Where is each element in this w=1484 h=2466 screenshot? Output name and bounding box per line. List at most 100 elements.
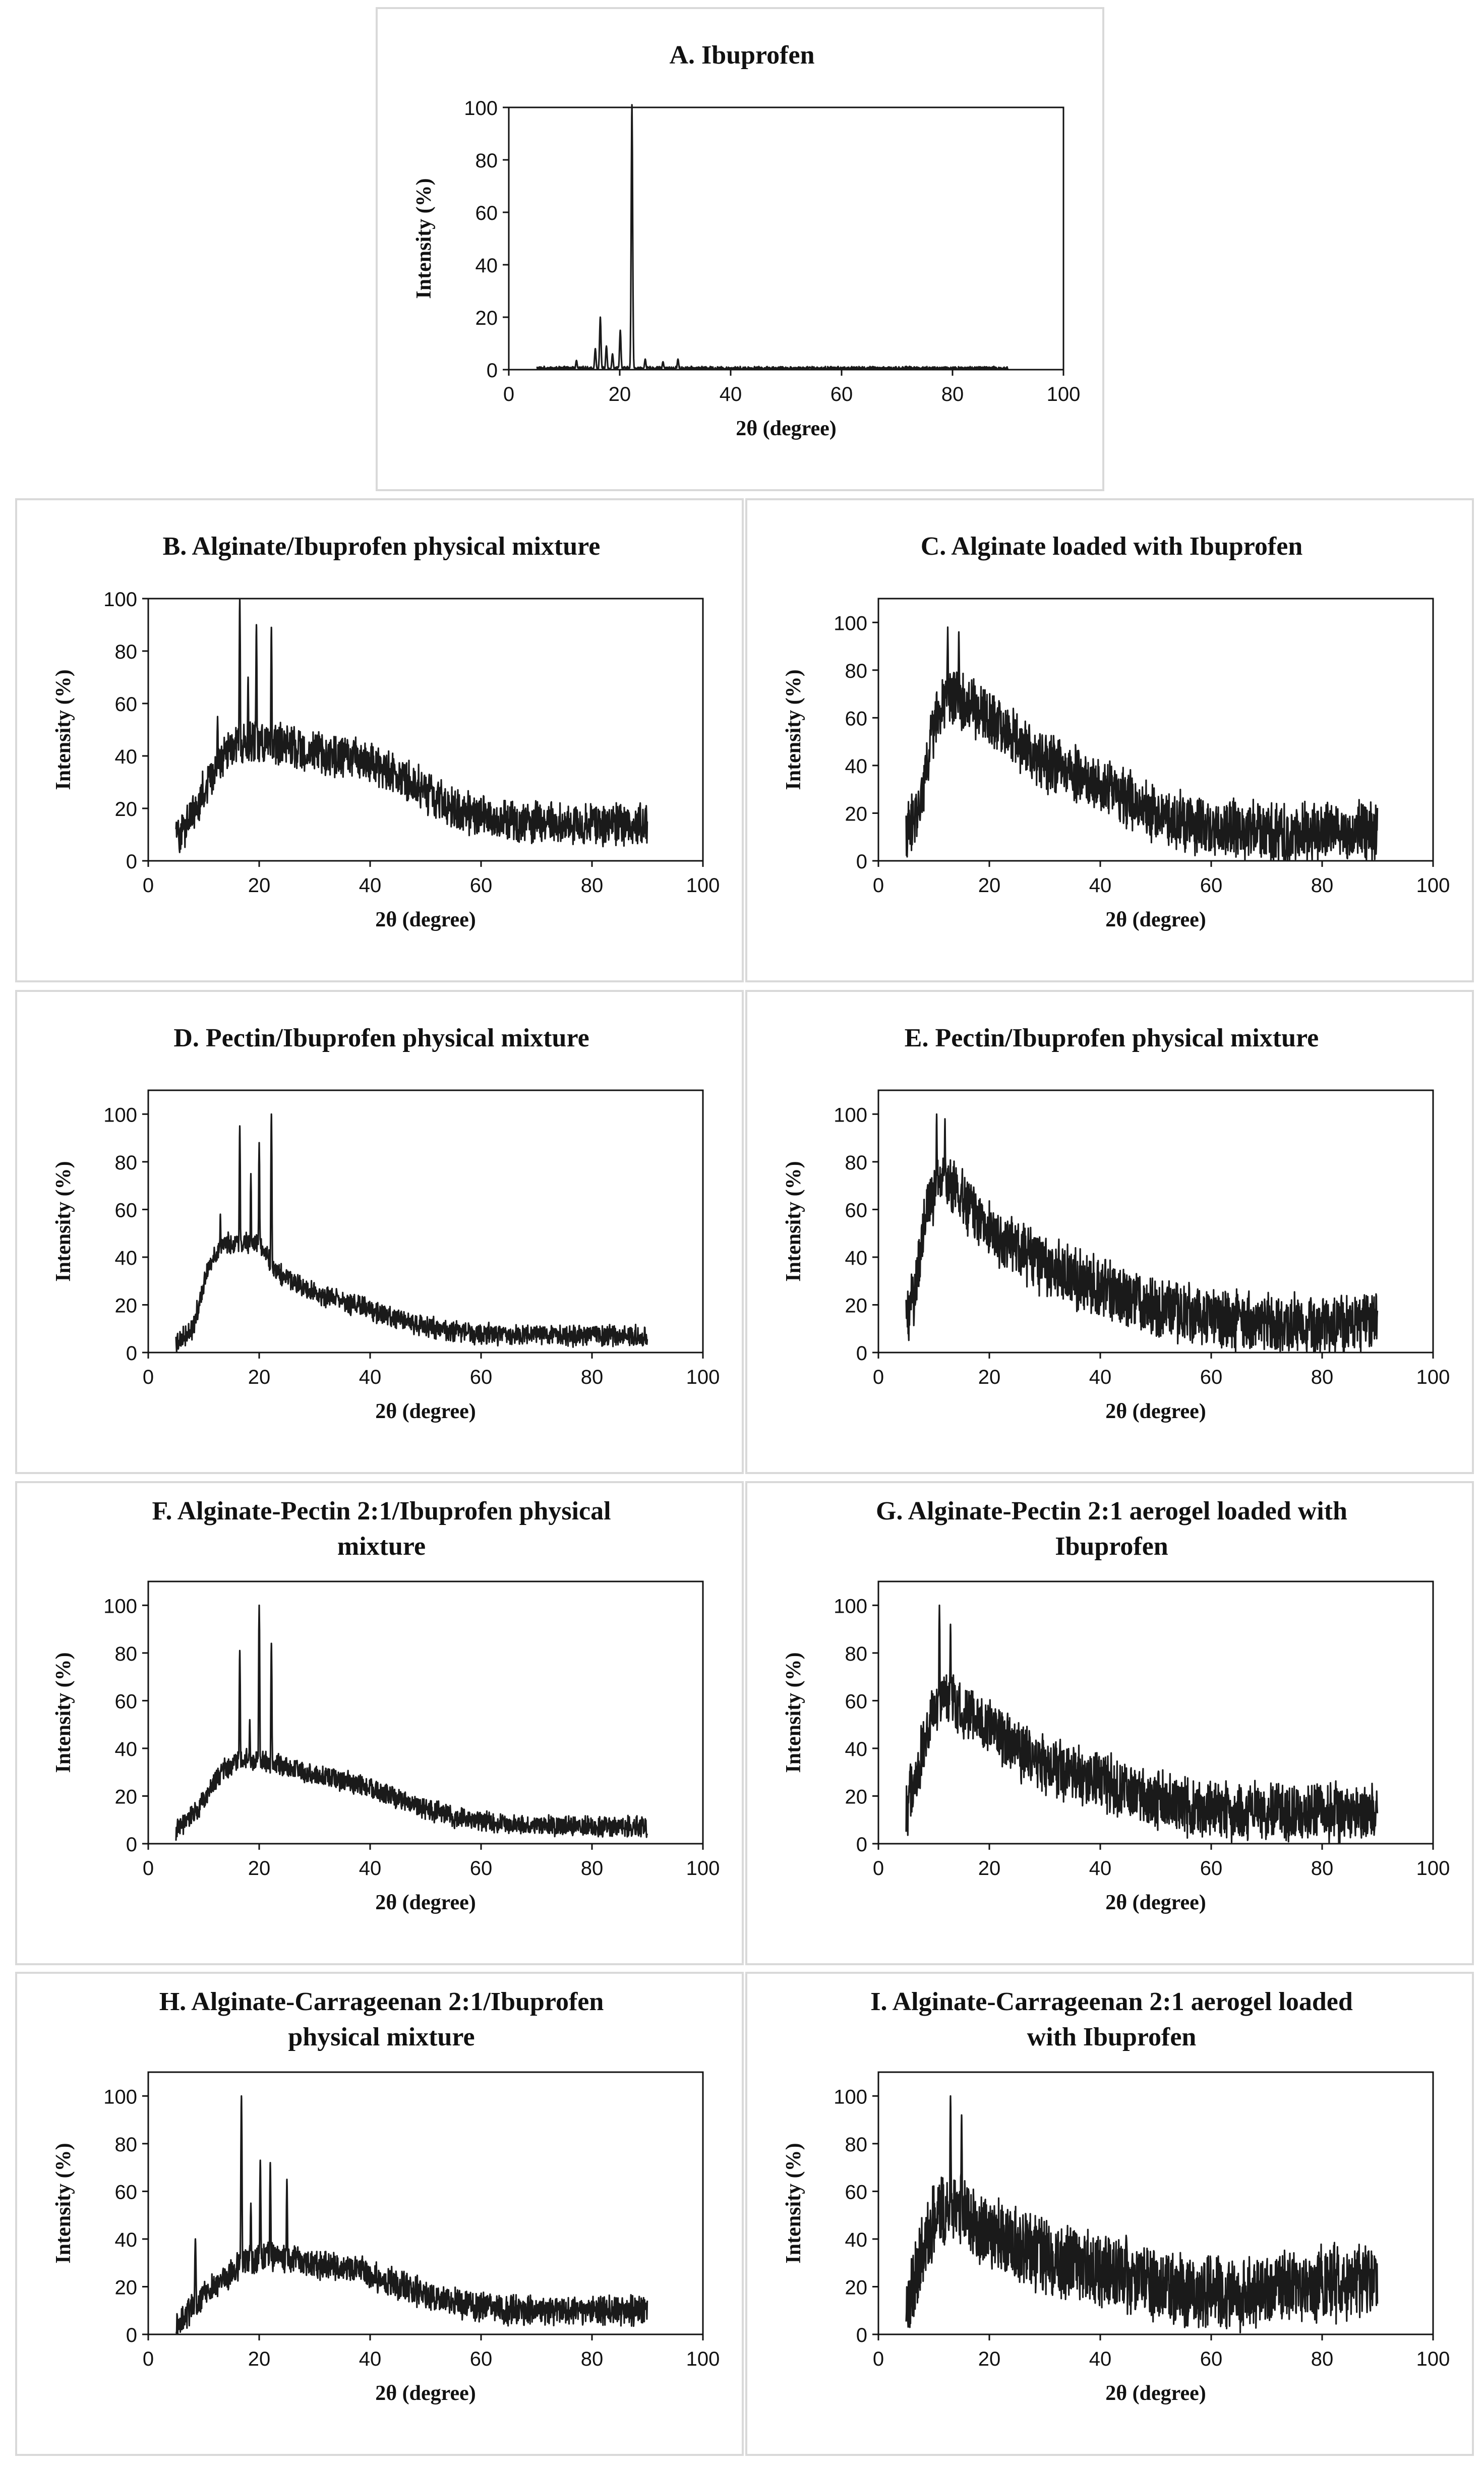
x-tick-label: 20 xyxy=(248,2348,271,2370)
x-tick-label: 40 xyxy=(359,1366,382,1388)
chart-svg-e: E. Pectin/Ibuprofen physical mixture 0 20 4… xyxy=(782,1024,1450,1423)
x-tick-label: 0 xyxy=(503,383,514,405)
y-tick-label: 60 xyxy=(115,2181,138,2203)
x-tick-label: 20 xyxy=(978,1857,1001,1880)
plot-area-frame xyxy=(877,2071,1434,2335)
y-tick-label: 20 xyxy=(845,1786,868,1808)
series-line-b xyxy=(175,598,648,853)
y-tick-label: 100 xyxy=(834,1595,867,1617)
x-tick-label: 40 xyxy=(1089,2348,1112,2370)
x-tick-label: 100 xyxy=(1416,1366,1450,1388)
y-tick-label: 20 xyxy=(115,798,138,820)
x-tick-label: 100 xyxy=(1416,874,1450,897)
y-tick-label: 80 xyxy=(845,1152,868,1174)
y-tick-label: 80 xyxy=(845,2134,868,2156)
y-axis-label: Intensity (%) xyxy=(782,2143,805,2263)
x-tick-label: 100 xyxy=(686,1857,720,1880)
y-tick-label: 20 xyxy=(115,2276,138,2299)
chart-svg-b: B. Alginate/Ibuprofen physical mixture 0 2… xyxy=(52,532,720,931)
x-tick-label: 60 xyxy=(470,2348,493,2370)
x-tick-label: 20 xyxy=(248,874,271,897)
y-tick-label: 40 xyxy=(115,746,138,768)
x-tick-label: 60 xyxy=(470,1366,493,1388)
chart-title-line: E. Pectin/Ibuprofen physical mixture xyxy=(905,1024,1319,1052)
x-tick-label: 60 xyxy=(1200,1857,1223,1880)
x-tick-label: 80 xyxy=(1311,1857,1334,1880)
x-axis-label: 2θ (degree) xyxy=(375,908,476,931)
y-axis-label: Intensity (%) xyxy=(52,669,75,790)
x-axis-label: 2θ (degree) xyxy=(1105,2382,1206,2405)
plot-area-frame xyxy=(877,1580,1434,1845)
y-tick-label: 100 xyxy=(103,589,137,611)
x-tick-label: 60 xyxy=(470,1857,493,1880)
chart-panel-a: A. Ibuprofen 0 20 40 60 80 100 0 20 40 60 80 100 2θ (… xyxy=(376,7,1104,491)
x-tick-label: 0 xyxy=(873,1366,884,1388)
y-axis-label: Intensity (%) xyxy=(412,178,436,299)
x-tick-label: 100 xyxy=(1416,2348,1450,2370)
series-line-e xyxy=(905,1113,1379,1353)
x-tick-label: 80 xyxy=(941,383,964,405)
y-tick-label: 100 xyxy=(464,97,498,120)
x-tick-label: 100 xyxy=(686,1366,720,1388)
y-tick-label: 80 xyxy=(845,660,868,682)
series-line-h xyxy=(175,2095,648,2335)
y-tick-label: 20 xyxy=(115,1295,138,1317)
y-tick-label: 40 xyxy=(115,1247,138,1269)
y-tick-label: 20 xyxy=(845,1295,868,1317)
y-tick-label: 80 xyxy=(476,150,498,172)
series-line-i xyxy=(905,2095,1379,2333)
x-tick-label: 80 xyxy=(581,1857,604,1880)
chart-panel-c: C. Alginate loaded with Ibuprofen 0 20 40 60… xyxy=(745,498,1474,982)
x-axis-label: 2θ (degree) xyxy=(1105,1400,1206,1423)
x-tick-label: 100 xyxy=(686,874,720,897)
x-tick-label: 0 xyxy=(873,874,884,897)
x-tick-label: 80 xyxy=(1311,2348,1334,2370)
x-tick-label: 80 xyxy=(1311,1366,1334,1388)
x-tick-label: 40 xyxy=(359,1857,382,1880)
y-tick-label: 100 xyxy=(103,1595,137,1617)
chart-panel-h: H. Alginate-Carrageenan 2:1/Ibuprofen phy… xyxy=(15,1972,744,2456)
x-tick-label: 80 xyxy=(581,2348,604,2370)
y-tick-label: 100 xyxy=(103,1104,137,1126)
y-tick-label: 80 xyxy=(845,1643,868,1665)
x-tick-label: 20 xyxy=(978,1366,1001,1388)
x-axis-label: 2θ (degree) xyxy=(736,417,837,440)
x-tick-label: 40 xyxy=(359,874,382,897)
x-tick-label: 0 xyxy=(143,2348,154,2370)
x-tick-label: 100 xyxy=(686,2348,720,2370)
y-tick-label: 100 xyxy=(834,2086,867,2108)
y-tick-label: 60 xyxy=(845,1690,868,1713)
x-tick-label: 20 xyxy=(978,2348,1001,2370)
x-tick-label: 20 xyxy=(248,1366,271,1388)
y-tick-label: 20 xyxy=(115,1786,138,1808)
chart-svg-g: G. Alginate-Pectin 2:1 aerogel loaded wi… xyxy=(782,1497,1450,1914)
y-tick-label: 40 xyxy=(115,1738,138,1760)
chart-title-line: with Ibuprofen xyxy=(1027,2023,1197,2051)
x-tick-label: 40 xyxy=(1089,1366,1112,1388)
series-line-a xyxy=(536,104,1009,370)
y-axis-label: Intensity (%) xyxy=(52,1652,75,1773)
y-axis-label: Intensity (%) xyxy=(782,1161,805,1281)
y-tick-label: 60 xyxy=(845,2181,868,2203)
y-tick-label: 60 xyxy=(845,1199,868,1221)
x-tick-label: 0 xyxy=(143,1857,154,1880)
y-axis-label: Intensity (%) xyxy=(782,1652,805,1773)
chart-panel-g: G. Alginate-Pectin 2:1 aerogel loaded wi… xyxy=(745,1481,1474,1965)
y-tick-label: 40 xyxy=(845,2229,868,2251)
y-tick-label: 40 xyxy=(476,255,498,277)
chart-title-line: A. Ibuprofen xyxy=(669,41,814,70)
x-tick-label: 0 xyxy=(143,1366,154,1388)
y-tick-label: 60 xyxy=(845,708,868,730)
chart-svg-i: I. Alginate-Carrageenan 2:1 aerogel load… xyxy=(782,1987,1450,2405)
y-tick-label: 0 xyxy=(126,2324,137,2346)
y-tick-label: 20 xyxy=(476,307,498,329)
series-line-f xyxy=(175,1604,648,1841)
y-tick-label: 60 xyxy=(115,1690,138,1713)
y-tick-label: 60 xyxy=(476,202,498,224)
chart-title-line: mixture xyxy=(337,1532,426,1561)
x-tick-label: 60 xyxy=(1200,1366,1223,1388)
chart-panel-b: B. Alginate/Ibuprofen physical mixture 0 2… xyxy=(15,498,744,982)
plot-area-frame xyxy=(147,1580,704,1845)
y-axis-label: Intensity (%) xyxy=(52,2143,75,2263)
chart-panel-d: D. Pectin/Ibuprofen physical mixture 0 20 4… xyxy=(15,990,744,1474)
